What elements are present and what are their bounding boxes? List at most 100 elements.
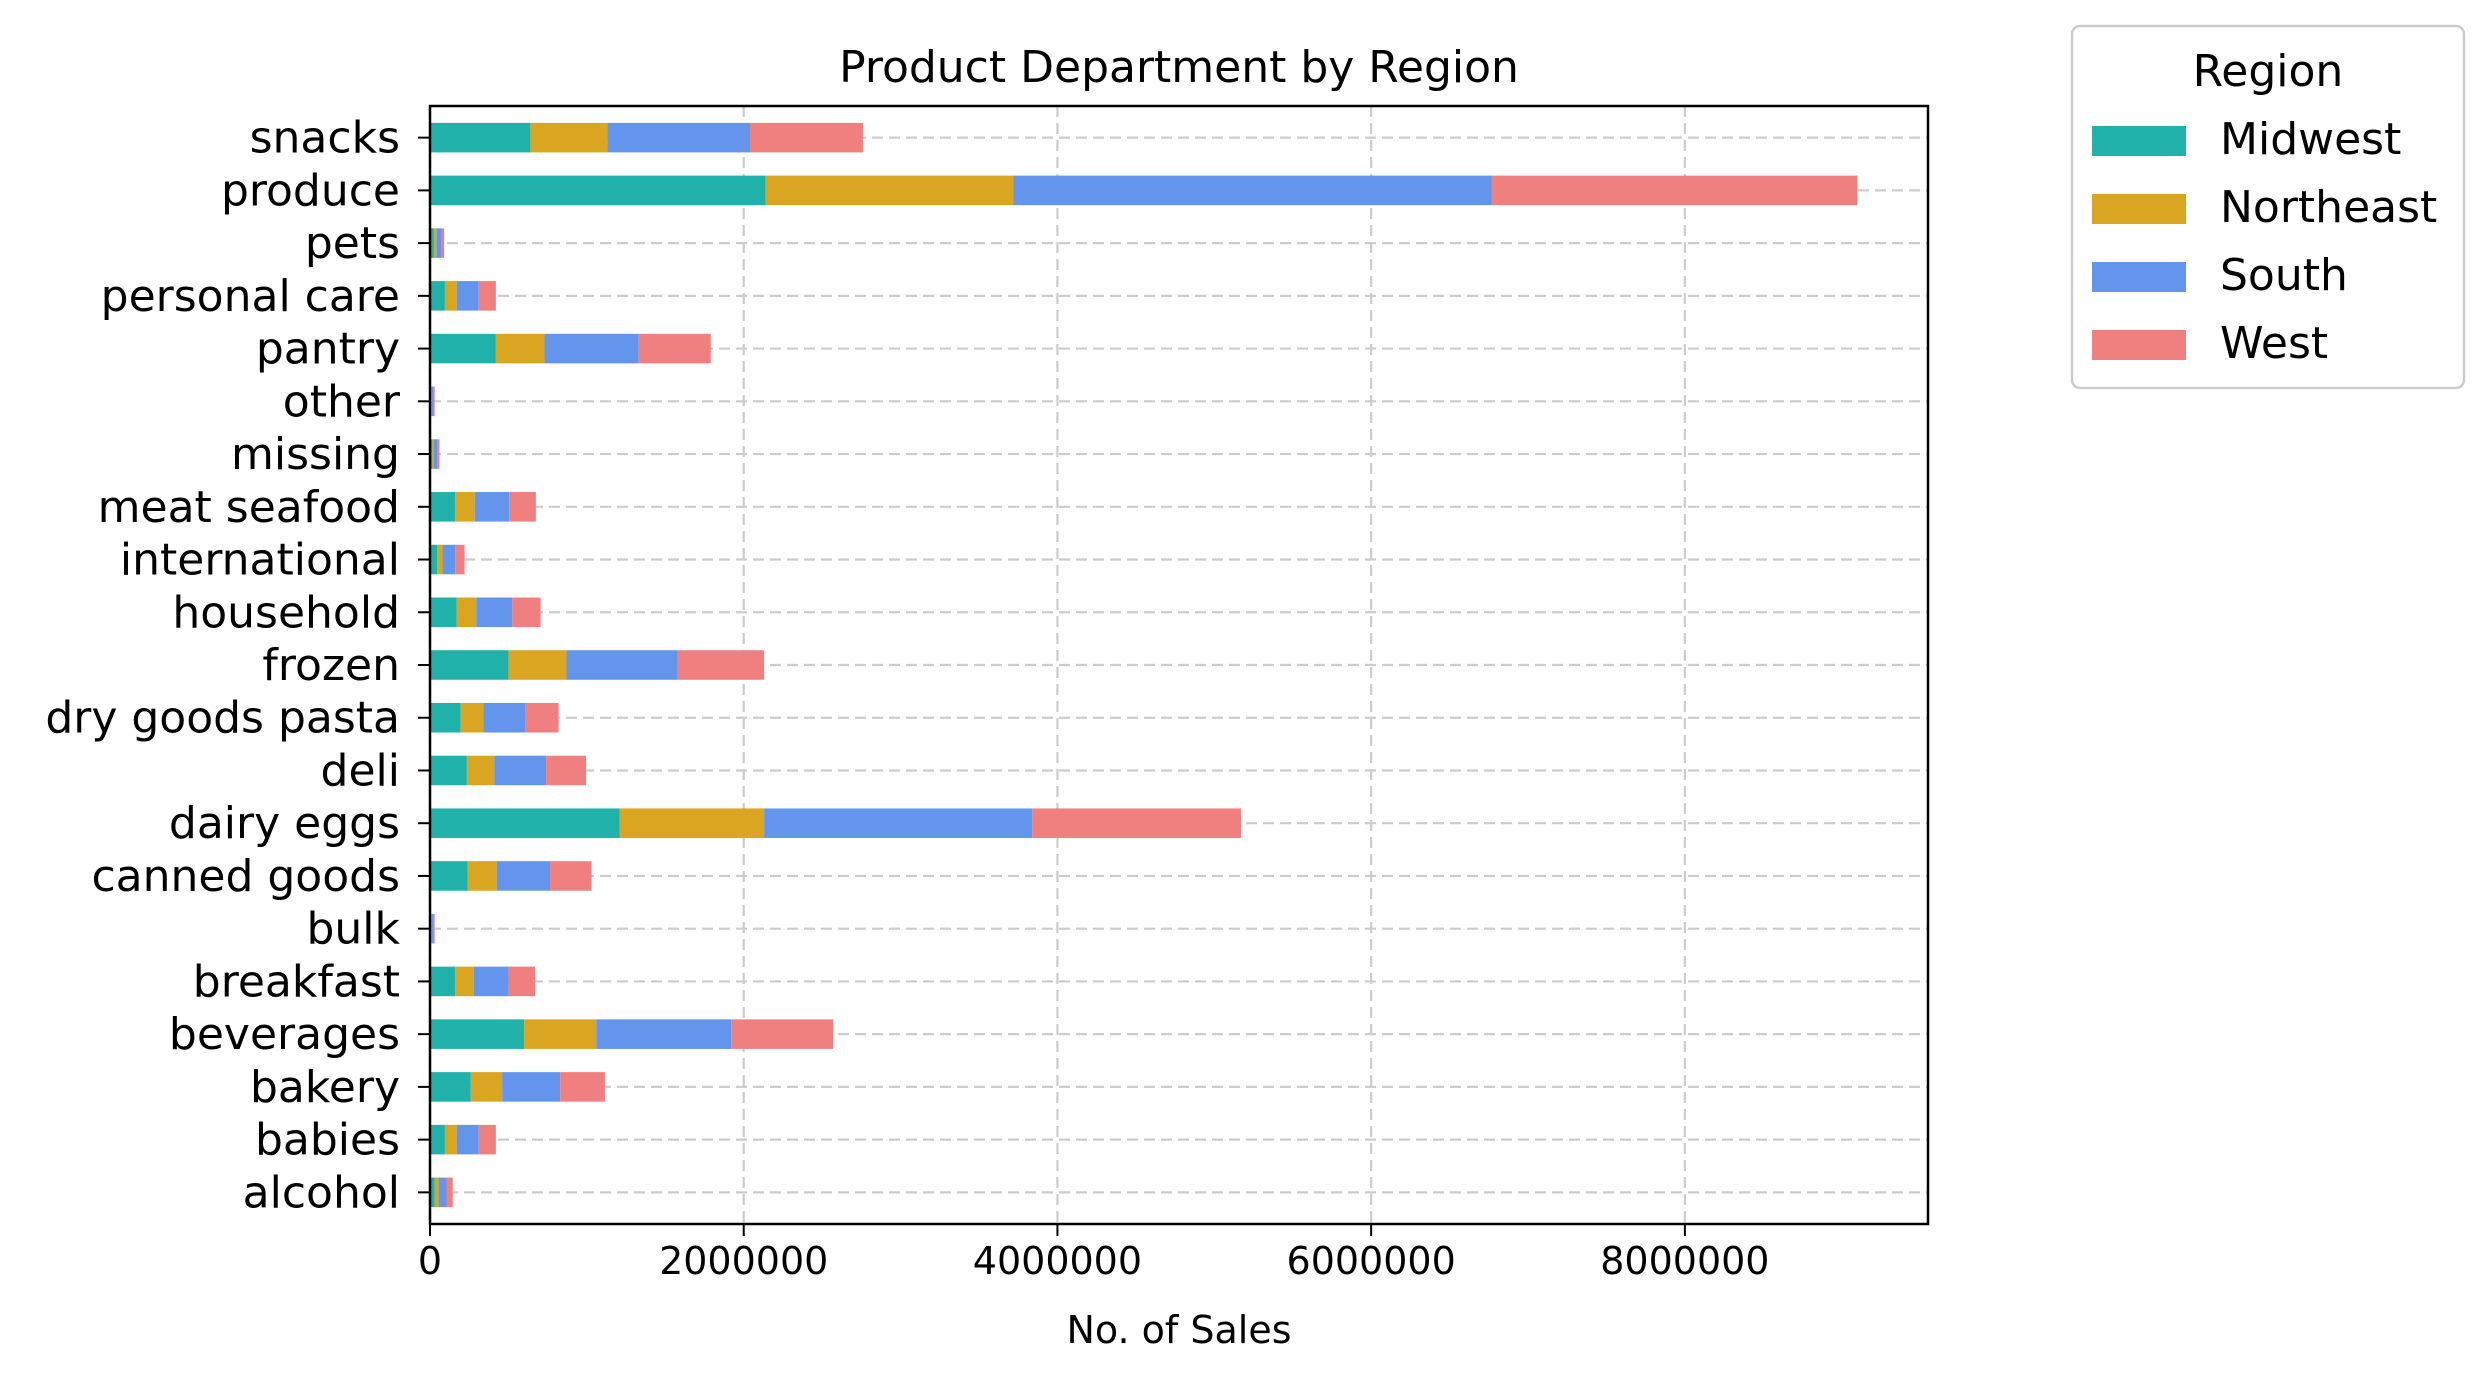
bar-midwest-dry-goods-pasta bbox=[430, 702, 461, 733]
y-tick-label: international bbox=[120, 535, 400, 586]
y-tick-label: babies bbox=[255, 1115, 400, 1166]
grid-lines bbox=[428, 106, 1928, 1224]
bar-northeast-personal-care bbox=[444, 281, 457, 311]
bar-midwest-snacks bbox=[430, 122, 531, 153]
bar-northeast-canned-goods bbox=[467, 861, 497, 891]
y-tick-label: frozen bbox=[262, 640, 400, 691]
bar-south-other bbox=[432, 386, 434, 417]
bar-midwest-household bbox=[430, 597, 457, 628]
legend-label-midwest: Midwest bbox=[2220, 114, 2401, 165]
bar-south-beverages bbox=[596, 1019, 732, 1049]
bar-midwest-deli bbox=[430, 755, 467, 786]
bar-west-babies bbox=[478, 1124, 496, 1155]
legend-title: Region bbox=[2193, 46, 2344, 97]
y-tick-label: alcohol bbox=[243, 1167, 400, 1218]
bar-west-produce bbox=[1491, 175, 1858, 206]
bar-south-canned-goods bbox=[496, 861, 550, 891]
bar-northeast-other bbox=[431, 386, 433, 417]
legend-swatch-west bbox=[2092, 330, 2186, 360]
axis-ticks: 0 2000000 4000000 6000000 8000000 snacksprodu… bbox=[45, 113, 1769, 1283]
bar-northeast-produce bbox=[765, 175, 1014, 206]
bar-south-dry-goods-pasta bbox=[483, 702, 526, 733]
bar-west-pantry bbox=[638, 333, 711, 364]
bar-west-missing bbox=[437, 439, 440, 469]
bar-northeast-household bbox=[456, 597, 477, 628]
bar-northeast-frozen bbox=[508, 650, 567, 680]
bar-northeast-deli bbox=[466, 755, 495, 786]
x-tick-label: 0 bbox=[418, 1239, 442, 1283]
bar-west-other bbox=[433, 386, 435, 417]
bar-northeast-beverages bbox=[524, 1019, 597, 1049]
bar-northeast-breakfast bbox=[455, 966, 474, 997]
bar-west-bulk bbox=[433, 913, 435, 944]
legend-swatch-northeast bbox=[2092, 194, 2186, 224]
y-tick-label: snacks bbox=[250, 113, 400, 164]
bar-midwest-pantry bbox=[430, 333, 496, 364]
bar-midwest-frozen bbox=[430, 650, 509, 680]
bar-west-international bbox=[455, 544, 465, 575]
bar-northeast-bulk bbox=[431, 913, 433, 944]
bar-south-household bbox=[476, 597, 513, 628]
bar-west-meat-seafood bbox=[509, 492, 536, 522]
bar-south-personal-care bbox=[456, 281, 479, 311]
bar-south-frozen bbox=[566, 650, 678, 680]
chart-title: Product Department by Region bbox=[839, 42, 1519, 93]
bar-south-dairy-eggs bbox=[764, 808, 1033, 838]
y-tick-label: bakery bbox=[250, 1062, 400, 1113]
bar-south-pets bbox=[436, 228, 441, 258]
legend-label-south: South bbox=[2220, 250, 2348, 301]
bar-south-international bbox=[442, 544, 456, 575]
y-tick-label: other bbox=[283, 376, 401, 427]
bar-midwest-pets bbox=[430, 228, 434, 258]
bar-midwest-dairy-eggs bbox=[430, 808, 620, 838]
legend-label-northeast: Northeast bbox=[2220, 182, 2437, 233]
bar-south-deli bbox=[494, 755, 547, 786]
legend-items: Midwest Northeast South West bbox=[2092, 114, 2437, 369]
bar-midwest-breakfast bbox=[430, 966, 456, 997]
x-tick-label: 2000000 bbox=[659, 1239, 828, 1283]
bar-west-bakery bbox=[560, 1072, 605, 1102]
bar-west-alcohol bbox=[446, 1177, 453, 1208]
bar-midwest-canned-goods bbox=[430, 861, 468, 891]
bar-south-meat-seafood bbox=[474, 492, 510, 522]
bar-south-snacks bbox=[607, 122, 750, 153]
bar-west-beverages bbox=[731, 1019, 834, 1049]
bar-northeast-dairy-eggs bbox=[619, 808, 765, 838]
y-tick-label: breakfast bbox=[193, 956, 400, 1007]
bar-west-dry-goods-pasta bbox=[525, 702, 559, 733]
bar-west-breakfast bbox=[508, 966, 536, 997]
bar-northeast-pantry bbox=[495, 333, 545, 364]
bar-midwest-beverages bbox=[430, 1019, 525, 1049]
legend-box bbox=[2070, 24, 2466, 390]
x-tick-label: 4000000 bbox=[973, 1239, 1142, 1283]
bar-northeast-dry-goods-pasta bbox=[460, 702, 484, 733]
y-tick-label: dairy eggs bbox=[169, 798, 400, 849]
y-tick-label: canned goods bbox=[91, 851, 400, 902]
y-tick-label: bulk bbox=[306, 904, 400, 955]
y-tick-label: pantry bbox=[256, 324, 400, 375]
x-tick-label: 6000000 bbox=[1287, 1239, 1456, 1283]
bar-west-pets bbox=[440, 228, 445, 258]
bar-south-produce bbox=[1013, 175, 1492, 206]
legend-swatch-south bbox=[2092, 262, 2186, 292]
bar-northeast-babies bbox=[444, 1124, 457, 1155]
bar-south-pantry bbox=[544, 333, 639, 364]
bar-south-bulk bbox=[432, 913, 434, 944]
bar-midwest-bakery bbox=[430, 1072, 471, 1102]
bar-south-babies bbox=[456, 1124, 479, 1155]
bar-south-bakery bbox=[502, 1072, 561, 1102]
bar-south-missing bbox=[433, 439, 438, 469]
y-tick-label: dry goods pasta bbox=[45, 693, 400, 744]
y-tick-label: personal care bbox=[101, 271, 400, 322]
y-tick-label: beverages bbox=[169, 1009, 400, 1060]
bar-west-canned-goods bbox=[549, 861, 592, 891]
bar-west-dairy-eggs bbox=[1032, 808, 1241, 838]
bar-northeast-missing bbox=[432, 439, 434, 469]
legend-label-west: West bbox=[2220, 318, 2328, 369]
x-axis-label: No. of Sales bbox=[1066, 1308, 1291, 1352]
bar-northeast-snacks bbox=[530, 122, 608, 153]
y-tick-label: produce bbox=[221, 165, 400, 216]
bar-midwest-babies bbox=[430, 1124, 445, 1155]
